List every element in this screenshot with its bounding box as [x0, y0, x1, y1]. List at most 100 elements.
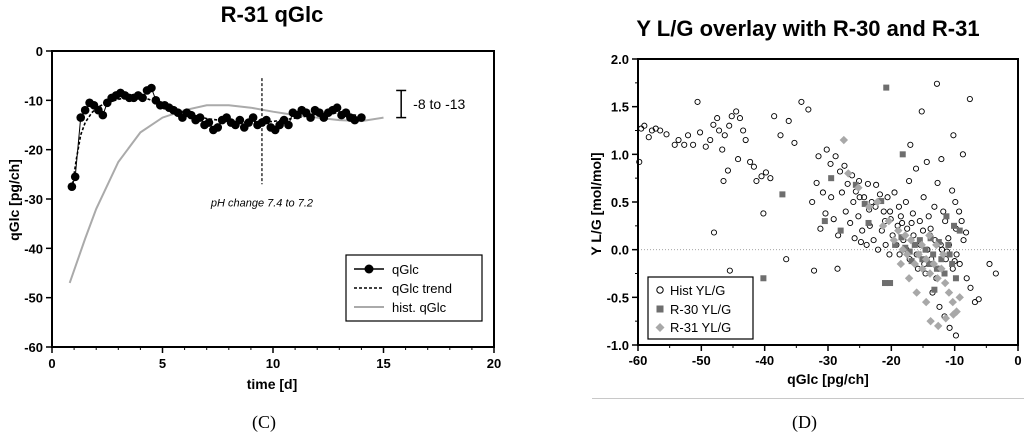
hist-ylg-point	[815, 153, 822, 160]
hist-ylg-point	[767, 175, 774, 182]
r30-ylg-point	[837, 227, 844, 234]
hist-ylg-point	[832, 153, 839, 160]
hist-ylg-point	[925, 213, 932, 220]
hist-ylg-point	[847, 219, 854, 227]
hist-ylg-point	[923, 158, 930, 166]
legend-swatch-hist-ylg	[656, 286, 664, 294]
hist-ylg-point	[856, 194, 863, 201]
hist-ylg-point	[641, 122, 648, 129]
hist-ylg-point	[887, 208, 894, 215]
hist-ylg-point	[963, 275, 970, 282]
hist-ylg-point	[967, 284, 974, 291]
qglc-point	[98, 110, 108, 120]
hist-ylg-point	[841, 162, 848, 169]
hist-ylg-point	[895, 203, 902, 210]
hist-ylg-point	[675, 136, 682, 144]
legend-box-d	[647, 276, 754, 340]
hist-ylg-point	[956, 208, 963, 215]
hist-ylg-point	[927, 225, 934, 232]
y-tick-label: 0	[36, 44, 43, 59]
hist-ylg-point	[838, 189, 845, 196]
qglc-trend-line	[71, 95, 362, 190]
y-tick-label: 1.0	[611, 147, 629, 162]
y-tick-label: -50	[24, 291, 43, 306]
hist-ylg-point	[762, 169, 769, 176]
hist-ylg-point	[720, 177, 727, 185]
hist-ylg-point	[707, 136, 714, 144]
hist-ylg-point	[728, 113, 735, 120]
hist-ylg-point	[952, 198, 959, 206]
qglc-point	[306, 113, 315, 122]
y-tick-label: -40	[24, 241, 43, 256]
hist-ylg-point	[710, 229, 718, 236]
qglc-point	[80, 105, 90, 115]
hist-ylg-point	[933, 80, 940, 87]
hist-ylg-point	[726, 122, 733, 129]
y-tick-label: 1.5	[611, 100, 629, 115]
hist-ylg-point	[918, 108, 925, 115]
r30-ylg-point	[828, 175, 835, 182]
hist-ylg-point	[938, 156, 945, 163]
hist-ylg-point	[671, 141, 678, 148]
hist-ylg-point	[956, 260, 963, 268]
y-tick-label: -1.0	[607, 338, 629, 353]
hist-ylg-point	[874, 246, 882, 253]
qglc-point	[235, 115, 245, 125]
hist-ylg-point	[663, 131, 670, 138]
hist-ylg-point	[842, 208, 849, 215]
r30-ylg-point	[938, 256, 945, 263]
hist-ylg-point	[950, 132, 957, 139]
chart-d-title: Y L/G overlay with R-30 and R-31	[636, 16, 979, 41]
hist-ylg-point	[657, 127, 664, 134]
qglc-point	[147, 83, 156, 93]
r30-ylg-point	[933, 265, 940, 272]
hist-ylg-point	[945, 235, 952, 242]
r31-ylg-point	[896, 259, 906, 269]
hist-ylg-point	[719, 146, 726, 153]
y-tick-label: 0.5	[611, 195, 629, 210]
hist-ylg-point	[721, 132, 728, 139]
hist-ylg-point	[702, 143, 709, 150]
qglc-point	[138, 93, 147, 103]
y-tick-label: 0.0	[611, 243, 629, 258]
qglc-point	[262, 115, 271, 125]
r31-ylg-point	[933, 274, 942, 283]
hist-ylg-point	[908, 219, 915, 227]
r31-ylg-point	[926, 316, 935, 326]
legend-label-qglc: qGlc	[392, 262, 419, 277]
ph-change-annotation: pH change 7.4 to 7.2	[210, 197, 313, 209]
r30-ylg-point	[906, 248, 913, 255]
hist-ylg-point	[638, 125, 645, 132]
r31-ylg-point	[937, 264, 946, 273]
hist-ylg-point	[966, 95, 973, 103]
hist-ylg-point	[886, 251, 893, 258]
legend-label-hist: hist. qGlc	[392, 300, 447, 315]
hist-ylg-point	[986, 260, 993, 268]
hist-ylg-point	[873, 181, 880, 188]
hist-ylg-point	[645, 134, 652, 141]
hist-ylg-point	[736, 115, 744, 122]
hist-ylg-point	[811, 267, 818, 274]
hist-ylg-point	[992, 270, 999, 277]
r30-ylg-point	[931, 286, 938, 293]
hist-ylg-point	[884, 194, 891, 201]
hist-ylg-point	[760, 210, 767, 217]
r31-ylg-series	[839, 135, 964, 331]
hist-ylg-point	[882, 241, 889, 248]
hist-ylg-point	[851, 235, 858, 242]
y-tick-label: -60	[24, 340, 43, 355]
hist-ylg-point	[850, 198, 857, 206]
r30-ylg-point	[951, 222, 958, 229]
r30-ylg-point	[878, 198, 885, 205]
r31-ylg-point	[934, 321, 943, 331]
hist-ylg-point	[891, 189, 898, 196]
chart-d-ylabel: Y L/G [mol/mol]	[588, 152, 604, 255]
hist-ylg-point	[783, 256, 790, 263]
hist-ylg-point	[949, 187, 956, 194]
chart-c-ylabel: qGlc [pg/ch]	[6, 159, 22, 241]
hist-ylg-point	[753, 177, 760, 185]
hist-ylg-point	[953, 251, 960, 258]
hist-ylg-point	[936, 303, 943, 310]
qglc-point	[350, 115, 360, 125]
hist-ylg-point	[819, 189, 826, 196]
